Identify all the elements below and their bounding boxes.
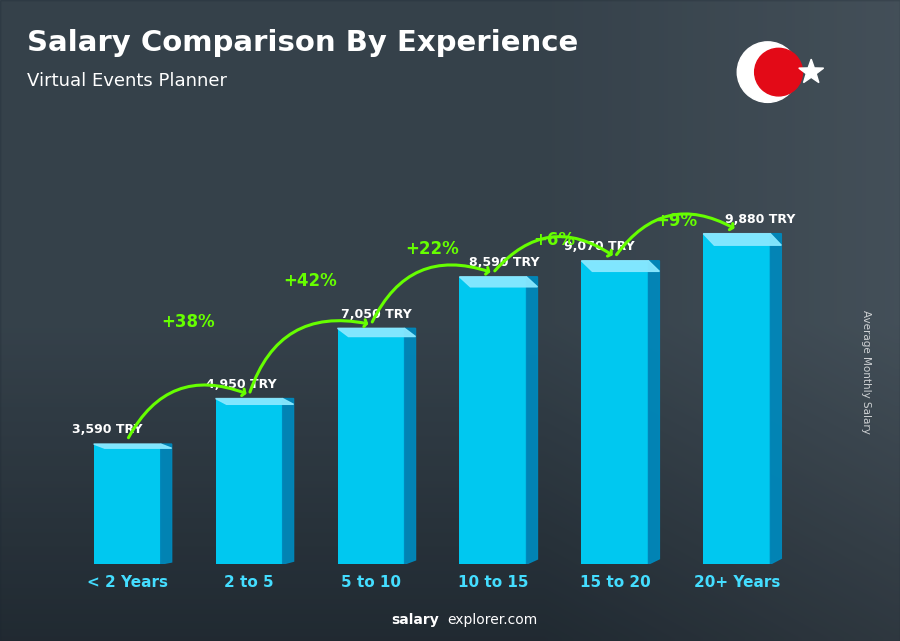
Circle shape [755, 48, 803, 96]
Polygon shape [216, 399, 293, 404]
Text: 9,070 TRY: 9,070 TRY [563, 240, 634, 253]
Text: +42%: +42% [284, 272, 337, 290]
Polygon shape [703, 234, 781, 246]
FancyBboxPatch shape [94, 444, 161, 564]
FancyBboxPatch shape [703, 234, 770, 564]
Text: 4,950 TRY: 4,950 TRY [206, 378, 277, 391]
Polygon shape [459, 277, 537, 287]
Polygon shape [338, 328, 416, 337]
Text: 8,590 TRY: 8,590 TRY [469, 256, 539, 269]
Text: 7,050 TRY: 7,050 TRY [340, 308, 411, 320]
FancyBboxPatch shape [581, 261, 648, 564]
FancyBboxPatch shape [459, 277, 526, 564]
Polygon shape [94, 444, 172, 448]
FancyBboxPatch shape [338, 328, 405, 564]
Text: Virtual Events Planner: Virtual Events Planner [27, 72, 227, 90]
Polygon shape [283, 399, 293, 564]
Text: 3,590 TRY: 3,590 TRY [72, 423, 143, 437]
Polygon shape [770, 234, 781, 564]
Polygon shape [648, 261, 660, 564]
Text: Salary Comparison By Experience: Salary Comparison By Experience [27, 29, 578, 57]
Text: +22%: +22% [405, 240, 459, 258]
Polygon shape [161, 444, 172, 564]
Polygon shape [526, 277, 537, 564]
Text: explorer.com: explorer.com [447, 613, 537, 627]
Text: +9%: +9% [655, 212, 697, 230]
Polygon shape [799, 59, 824, 83]
Text: salary: salary [392, 613, 439, 627]
Text: Average Monthly Salary: Average Monthly Salary [860, 310, 871, 434]
Text: +38%: +38% [161, 313, 215, 331]
Text: +6%: +6% [533, 231, 575, 249]
Polygon shape [581, 261, 660, 271]
Text: 9,880 TRY: 9,880 TRY [724, 213, 795, 226]
Polygon shape [405, 328, 416, 564]
FancyBboxPatch shape [216, 399, 283, 564]
Circle shape [737, 42, 798, 103]
